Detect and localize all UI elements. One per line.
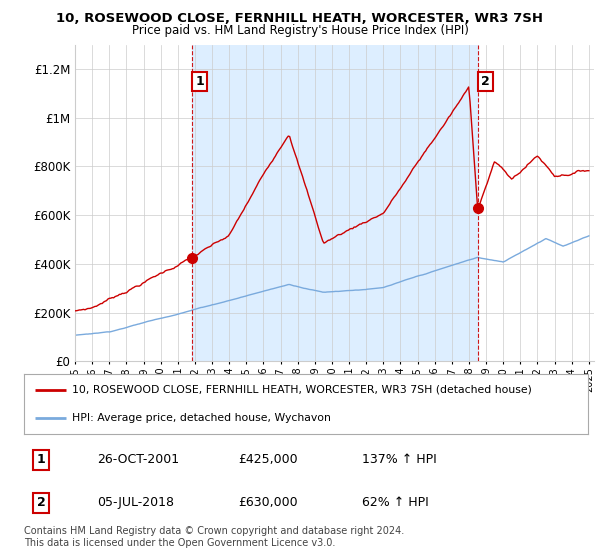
Text: 2: 2 <box>37 496 45 510</box>
Text: 26-OCT-2001: 26-OCT-2001 <box>97 453 179 466</box>
Bar <box>192 45 478 361</box>
Text: 10, ROSEWOOD CLOSE, FERNHILL HEATH, WORCESTER, WR3 7SH (detached house): 10, ROSEWOOD CLOSE, FERNHILL HEATH, WORC… <box>72 385 532 395</box>
Text: £630,000: £630,000 <box>238 496 298 510</box>
Text: 1: 1 <box>195 75 204 88</box>
Text: 1: 1 <box>37 453 45 466</box>
Text: £425,000: £425,000 <box>238 453 298 466</box>
Text: HPI: Average price, detached house, Wychavon: HPI: Average price, detached house, Wych… <box>72 413 331 423</box>
Text: 10, ROSEWOOD CLOSE, FERNHILL HEATH, WORCESTER, WR3 7SH: 10, ROSEWOOD CLOSE, FERNHILL HEATH, WORC… <box>56 12 544 25</box>
Text: Contains HM Land Registry data © Crown copyright and database right 2024.
This d: Contains HM Land Registry data © Crown c… <box>24 526 404 548</box>
Text: 2: 2 <box>481 75 490 88</box>
Text: 05-JUL-2018: 05-JUL-2018 <box>97 496 175 510</box>
Text: 62% ↑ HPI: 62% ↑ HPI <box>362 496 429 510</box>
Text: Price paid vs. HM Land Registry's House Price Index (HPI): Price paid vs. HM Land Registry's House … <box>131 24 469 36</box>
Text: 137% ↑ HPI: 137% ↑ HPI <box>362 453 437 466</box>
